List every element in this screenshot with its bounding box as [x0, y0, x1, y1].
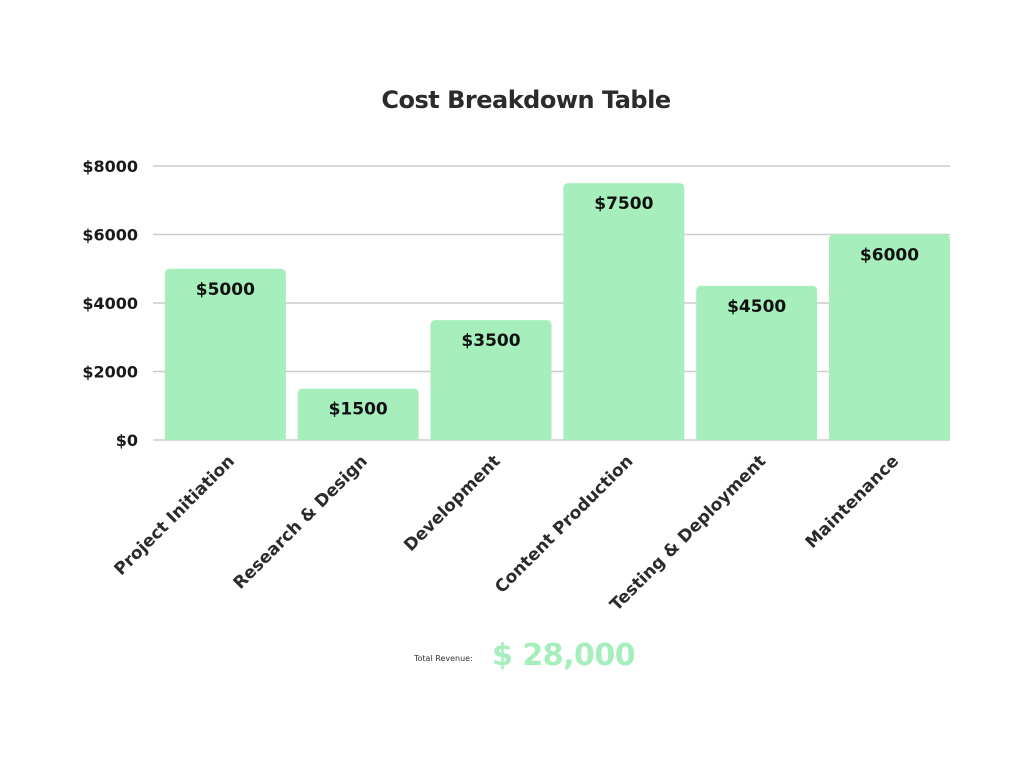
- chart-title: Cost Breakdown Table: [381, 86, 671, 114]
- total-revenue-value: $ 28,000: [492, 638, 636, 673]
- bar: [164, 268, 286, 440]
- bar: [430, 320, 552, 440]
- total-revenue-row: Total Revenue: $ 28,000: [0, 638, 1024, 678]
- bar: [696, 285, 818, 440]
- bar-value-labels: $5000 $1500 $3500 $7500 $4500 $6000: [196, 194, 919, 420]
- bar-value-label: $4500: [727, 297, 786, 317]
- x-category-label: Testing & Deployment: [606, 451, 770, 615]
- x-category-label: Project Initiation: [111, 451, 239, 579]
- total-revenue-label: Total Revenue:: [414, 654, 473, 663]
- bar-value-label: $5000: [196, 280, 255, 300]
- bar-value-label: $7500: [594, 194, 653, 214]
- y-axis-tick-labels: $0 $2000 $4000 $6000 $8000: [82, 157, 138, 450]
- x-category-label: Content Production: [491, 451, 637, 597]
- bar: [563, 183, 685, 440]
- x-category-label: Development: [400, 451, 504, 555]
- x-category-label: Maintenance: [802, 451, 903, 552]
- bars: [164, 183, 950, 440]
- bar: [829, 234, 950, 440]
- bar-value-label: $6000: [860, 246, 919, 266]
- y-tick-label: $2000: [82, 363, 138, 382]
- y-tick-label: $6000: [82, 226, 138, 245]
- y-tick-label: $8000: [82, 157, 138, 176]
- bar-value-label: $3500: [461, 331, 520, 351]
- y-tick-label: $4000: [82, 294, 138, 313]
- bar: [297, 388, 419, 440]
- y-tick-label: $0: [116, 431, 138, 450]
- x-category-label: Research & Design: [230, 451, 372, 593]
- bar-value-label: $1500: [329, 400, 388, 420]
